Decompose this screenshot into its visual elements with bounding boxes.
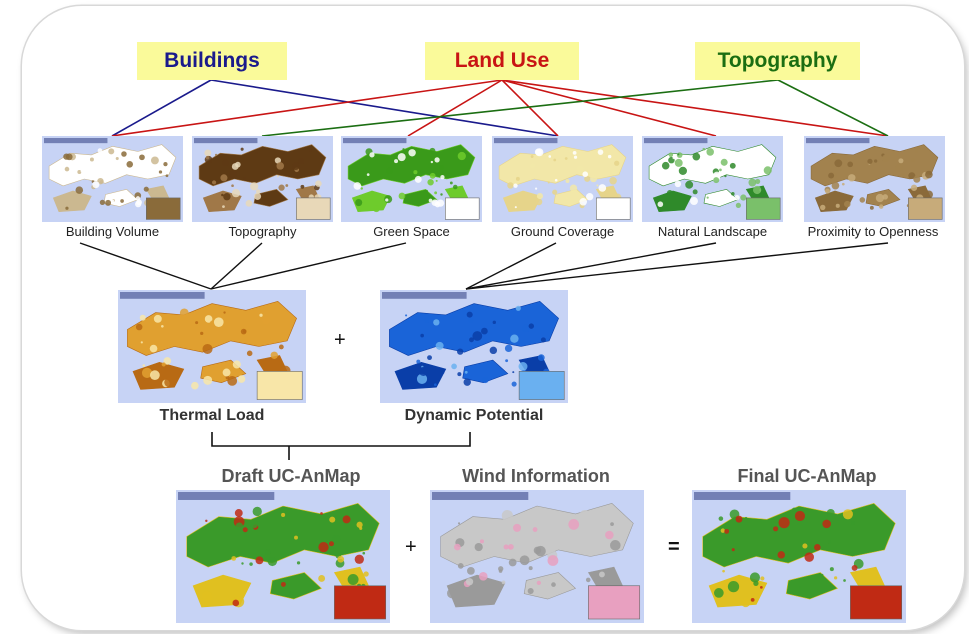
landuse-to-ground-coverage-line bbox=[501, 79, 559, 137]
category-land-use-label: Land Use bbox=[454, 49, 550, 72]
map-topography bbox=[192, 136, 333, 222]
category-buildings: Buildings bbox=[137, 42, 287, 80]
plus-operator-bottom: + bbox=[405, 536, 417, 558]
equals-operator: = bbox=[668, 536, 680, 558]
landuse-to-proximity-line bbox=[501, 79, 889, 137]
buildings-to-ground-coverage-line bbox=[210, 79, 559, 137]
category-topography: Topography bbox=[695, 42, 860, 80]
caption-topography: Topography bbox=[228, 224, 297, 239]
caption-proximity-to-openness: Proximity to Openness bbox=[807, 224, 939, 239]
map-final-uc-anmap bbox=[692, 490, 906, 623]
landuse-to-natural-landscape-line bbox=[501, 79, 717, 137]
caption-draft-uc-anmap: Draft UC-AnMap bbox=[221, 466, 361, 486]
caption-building-volume: Building Volume bbox=[65, 224, 160, 239]
topo-to-thermal-line bbox=[210, 242, 263, 290]
map-proximity-to-openness bbox=[804, 136, 945, 222]
map-dynamic-potential bbox=[380, 290, 568, 403]
caption-thermal-load: Thermal Load bbox=[159, 407, 265, 424]
map-green-space bbox=[341, 136, 482, 222]
map-ground-coverage bbox=[492, 136, 633, 222]
caption-green-space: Green Space bbox=[373, 224, 450, 239]
proximity-to-dynamic-line bbox=[465, 242, 889, 290]
map-draft-uc-anmap bbox=[176, 490, 390, 623]
caption-final-uc-anmap: Final UC-AnMap bbox=[737, 466, 877, 486]
merge-bracket bbox=[211, 432, 471, 447]
bv-to-thermal-line bbox=[79, 242, 212, 290]
topography-to-topography-map-line bbox=[261, 79, 779, 137]
map-natural-landscape bbox=[642, 136, 783, 222]
category-topography-label: Topography bbox=[717, 49, 838, 72]
map-wind-information bbox=[430, 490, 644, 623]
plus-operator-middle: + bbox=[334, 329, 346, 351]
topography-to-proximity-line bbox=[777, 79, 889, 137]
map-thermal-load bbox=[118, 290, 306, 403]
category-buildings-label: Buildings bbox=[164, 49, 260, 72]
map-building-volume bbox=[42, 136, 183, 222]
caption-natural-landscape: Natural Landscape bbox=[657, 224, 768, 239]
buildings-to-building-volume-line bbox=[111, 79, 212, 137]
landuse-to-green-space-line bbox=[407, 79, 503, 137]
green-to-thermal-line bbox=[210, 242, 407, 290]
natural-to-dynamic-line bbox=[465, 242, 717, 290]
landuse-to-building-volume-line bbox=[111, 79, 503, 137]
caption-dynamic-potential: Dynamic Potential bbox=[404, 407, 544, 424]
category-land-use: Land Use bbox=[425, 42, 579, 80]
ground-to-dynamic-line bbox=[465, 242, 557, 290]
caption-wind-information: Wind Information bbox=[462, 466, 610, 486]
caption-ground-coverage: Ground Coverage bbox=[510, 224, 615, 239]
